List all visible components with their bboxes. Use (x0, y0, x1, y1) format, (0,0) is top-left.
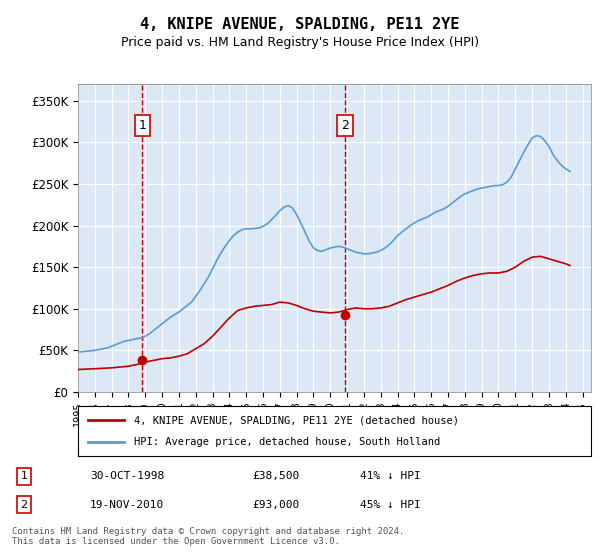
Text: 2: 2 (20, 500, 28, 510)
Text: 4, KNIPE AVENUE, SPALDING, PE11 2YE: 4, KNIPE AVENUE, SPALDING, PE11 2YE (140, 17, 460, 32)
Text: Contains HM Land Registry data © Crown copyright and database right 2024.
This d: Contains HM Land Registry data © Crown c… (12, 526, 404, 546)
Text: 1: 1 (139, 119, 146, 132)
Text: 4, KNIPE AVENUE, SPALDING, PE11 2YE (detached house): 4, KNIPE AVENUE, SPALDING, PE11 2YE (det… (134, 415, 460, 425)
Text: 2: 2 (341, 119, 349, 132)
Text: HPI: Average price, detached house, South Holland: HPI: Average price, detached house, Sout… (134, 437, 440, 447)
Text: Price paid vs. HM Land Registry's House Price Index (HPI): Price paid vs. HM Land Registry's House … (121, 36, 479, 49)
Text: 30-OCT-1998: 30-OCT-1998 (90, 472, 164, 482)
Text: £93,000: £93,000 (252, 500, 299, 510)
Text: 41% ↓ HPI: 41% ↓ HPI (360, 472, 421, 482)
Text: 19-NOV-2010: 19-NOV-2010 (90, 500, 164, 510)
Text: £38,500: £38,500 (252, 472, 299, 482)
Text: 1: 1 (20, 472, 28, 482)
Text: 45% ↓ HPI: 45% ↓ HPI (360, 500, 421, 510)
